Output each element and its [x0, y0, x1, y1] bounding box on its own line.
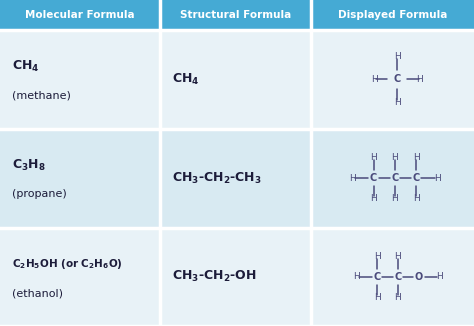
Text: C: C: [412, 173, 420, 183]
Bar: [311, 30, 474, 129]
Text: $\mathregular{CH_4}$: $\mathregular{CH_4}$: [172, 72, 200, 87]
Text: O: O: [415, 272, 423, 282]
Text: Structural Formula: Structural Formula: [180, 10, 291, 20]
Text: H: H: [394, 98, 401, 107]
Bar: [160, 30, 311, 129]
Text: C: C: [394, 272, 401, 282]
Text: Displayed Formula: Displayed Formula: [338, 10, 447, 20]
Text: H: H: [413, 154, 419, 162]
Text: H: H: [371, 75, 378, 84]
Text: $\mathregular{C_3H_8}$: $\mathregular{C_3H_8}$: [12, 157, 46, 173]
Text: H: H: [413, 194, 419, 203]
Text: H: H: [349, 174, 356, 183]
Bar: [0, 30, 160, 129]
Bar: [0, 129, 160, 228]
Bar: [311, 0, 474, 30]
Bar: [160, 0, 311, 30]
Text: H: H: [370, 194, 377, 203]
Text: $\mathregular{CH_3}$-$\mathregular{CH_2}$-$\mathregular{CH_3}$: $\mathregular{CH_3}$-$\mathregular{CH_2}…: [172, 170, 262, 186]
Text: C: C: [391, 173, 399, 183]
Text: H: H: [417, 75, 423, 84]
Text: H: H: [434, 174, 441, 183]
Text: (methane): (methane): [12, 91, 71, 101]
Text: $\mathregular{CH_3}$-$\mathregular{CH_2}$-OH: $\mathregular{CH_3}$-$\mathregular{CH_2}…: [172, 269, 257, 285]
Text: H: H: [353, 273, 360, 281]
Text: C: C: [374, 272, 381, 282]
Text: H: H: [436, 273, 443, 281]
Bar: [0, 0, 160, 30]
Text: $\mathregular{CH_4}$: $\mathregular{CH_4}$: [12, 59, 39, 74]
Text: C: C: [370, 173, 377, 183]
Bar: [0, 228, 160, 326]
Text: H: H: [374, 252, 381, 261]
Text: H: H: [394, 252, 401, 261]
Text: (ethanol): (ethanol): [12, 288, 63, 298]
Bar: [160, 129, 311, 228]
Text: $\mathregular{C_2H_5}$OH (or $\mathregular{C_2H_6}$O): $\mathregular{C_2H_5}$OH (or $\mathregul…: [12, 257, 123, 271]
Text: Molecular Formula: Molecular Formula: [25, 10, 135, 20]
Text: C: C: [393, 74, 401, 84]
Text: (propane): (propane): [12, 189, 67, 200]
Text: H: H: [394, 52, 401, 61]
Bar: [311, 228, 474, 326]
Text: H: H: [392, 194, 398, 203]
Bar: [160, 228, 311, 326]
Text: H: H: [370, 154, 377, 162]
Text: H: H: [392, 154, 398, 162]
Text: H: H: [374, 293, 381, 302]
Bar: [311, 129, 474, 228]
Text: H: H: [394, 293, 401, 302]
